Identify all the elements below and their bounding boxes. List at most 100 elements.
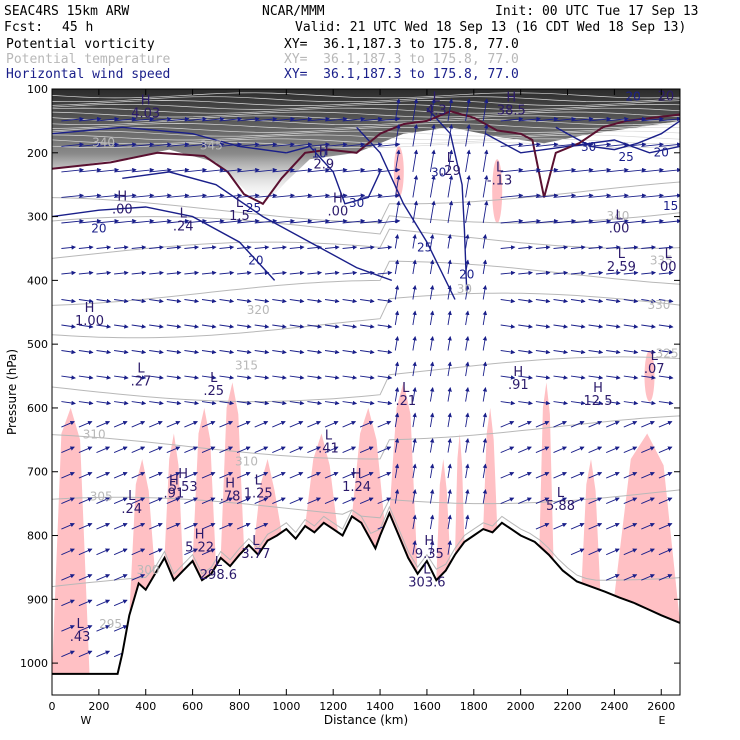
wind-vector xyxy=(307,375,323,380)
wind-vector xyxy=(588,116,612,122)
wind-vector xyxy=(184,116,208,122)
wind-vector xyxy=(606,574,620,581)
wind-vector xyxy=(184,245,200,250)
wind-vector xyxy=(360,245,375,250)
theta-contour xyxy=(52,489,680,519)
field-name-wind: Horizontal wind speed xyxy=(6,67,171,82)
wind-vector xyxy=(166,167,190,173)
wind-vector xyxy=(307,167,331,173)
wind-vector xyxy=(429,149,436,172)
wind-vector xyxy=(641,497,655,505)
x-tick-label: 1400 xyxy=(366,700,394,713)
wind-vector xyxy=(588,298,604,304)
terrain-line xyxy=(52,510,680,675)
wind-vector xyxy=(447,233,452,249)
wind-vector xyxy=(570,116,594,122)
y-axis-title: Pressure (hPa) xyxy=(5,349,19,435)
wind-vector xyxy=(482,412,488,428)
wind-vector xyxy=(377,245,393,250)
strat-contour-line xyxy=(52,138,680,145)
wind-vector xyxy=(394,259,400,275)
wind-vector xyxy=(342,142,366,147)
wind-vector xyxy=(201,400,217,406)
wind-vector xyxy=(131,218,155,224)
wind-vector xyxy=(482,149,489,172)
wind-vector xyxy=(254,375,270,380)
hl-marker-letter: L xyxy=(665,247,673,262)
wind-vector xyxy=(606,472,620,479)
wind-vector xyxy=(78,298,94,304)
hl-marker-value: 1.24 xyxy=(342,480,371,495)
wind-vector xyxy=(394,233,400,249)
wind-vector xyxy=(500,270,516,276)
wind-vector xyxy=(254,497,269,505)
wind-contour xyxy=(286,145,381,205)
wind-label: 20 xyxy=(91,222,106,236)
wind-vector xyxy=(377,270,393,276)
hl-marker-value: 38.5 xyxy=(497,104,526,119)
x-tick-label: 1800 xyxy=(460,700,488,713)
wind-vector xyxy=(658,167,680,173)
wind-vector xyxy=(482,335,488,351)
wind-vector xyxy=(658,497,673,505)
wind-vector xyxy=(254,218,278,224)
wind-vector xyxy=(377,298,393,304)
wind-vector xyxy=(201,497,216,505)
wind-vector xyxy=(254,142,278,147)
wind-vector xyxy=(553,142,577,147)
wind-vector xyxy=(606,523,620,530)
wind-label: 30 xyxy=(581,140,596,154)
theta-label: 330 xyxy=(647,298,670,312)
y-tick-label: 800 xyxy=(27,530,48,543)
hl-marker-value: 3.77 xyxy=(241,547,270,562)
wind-vector xyxy=(96,218,120,224)
wind-vector xyxy=(394,489,400,504)
theta-label: 305 xyxy=(90,489,113,503)
wind-vector xyxy=(254,116,278,122)
wind-vector xyxy=(237,324,252,329)
wind-vector xyxy=(149,421,163,428)
wind-vector xyxy=(131,472,146,479)
wind-vector xyxy=(606,270,621,276)
wind-vector xyxy=(131,270,147,276)
wind-vector xyxy=(641,298,656,304)
hl-marker-letter: L xyxy=(210,371,218,386)
wind-vector xyxy=(360,167,383,173)
wind-vector xyxy=(342,298,358,304)
wind-vector xyxy=(553,349,569,355)
wind-vector xyxy=(412,540,417,555)
wind-vector xyxy=(166,421,181,428)
hl-marker-letter: H xyxy=(506,91,516,106)
wind-vector xyxy=(518,349,533,355)
wind-vector xyxy=(201,472,216,479)
wind-vector xyxy=(658,270,674,276)
wind-vector xyxy=(254,400,270,406)
wind-vector xyxy=(307,446,321,454)
wind-vector xyxy=(535,218,559,224)
wind-vector xyxy=(78,324,94,329)
wind-vector xyxy=(465,412,470,428)
wind-vector xyxy=(78,116,102,122)
wind-vector xyxy=(606,167,629,173)
wind-vector xyxy=(482,361,488,377)
wind-vector xyxy=(412,284,417,300)
tropopause-contour xyxy=(52,110,680,206)
wind-vector xyxy=(149,218,172,224)
wind-vector xyxy=(78,421,93,428)
strat-contour-line xyxy=(52,126,680,133)
hl-marker-letter: L xyxy=(423,563,431,578)
wind-vector xyxy=(500,497,515,505)
wind-vector xyxy=(272,446,286,454)
wind-vector xyxy=(641,400,656,406)
wind-vector xyxy=(518,167,541,173)
x-tick-label: 1200 xyxy=(319,700,347,713)
theta-contour xyxy=(52,356,680,403)
wind-vector xyxy=(553,421,567,428)
hl-marker-value: 5.88 xyxy=(546,499,575,514)
wind-vector xyxy=(377,472,392,479)
wind-vector xyxy=(289,116,313,122)
wind-vector xyxy=(237,167,260,173)
wind-vector xyxy=(588,349,604,355)
wind-vector xyxy=(447,284,452,300)
wind-vector xyxy=(324,218,348,224)
